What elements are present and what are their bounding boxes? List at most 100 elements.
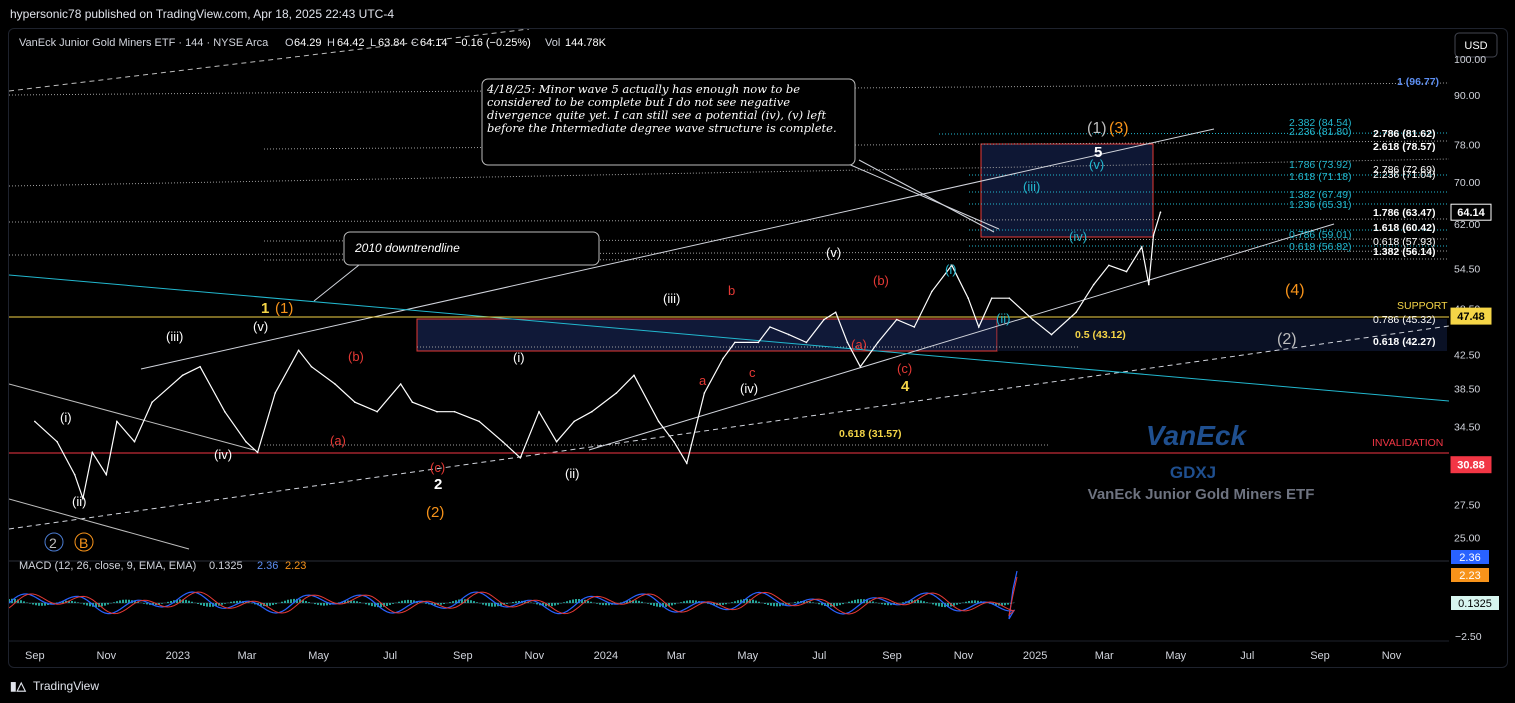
- time-tick: Nov: [97, 650, 117, 662]
- price-point: [376, 410, 379, 413]
- wave-label: a: [699, 373, 707, 388]
- wave-label: (v): [1089, 157, 1104, 172]
- fib-line: [9, 250, 1449, 256]
- support-label: SUPPORT: [1397, 300, 1448, 312]
- price-chart[interactable]: VanEck Junior Gold Miners ETF · 144 · NY…: [9, 29, 1507, 667]
- price-tick: 78.00: [1454, 140, 1480, 152]
- price-point: [686, 462, 688, 465]
- wave-label: (b): [873, 273, 889, 288]
- fib-line: [9, 218, 1449, 223]
- fib-level-label: 0.618 (31.57): [839, 428, 901, 440]
- drawings-layer: [9, 29, 1449, 550]
- ohlc-open-value: 64.29: [294, 37, 322, 49]
- price-point: [967, 297, 969, 300]
- fib-level-label: 0.618 (56.82): [1289, 241, 1351, 253]
- time-tick: Nov: [1382, 650, 1402, 662]
- fib-level-label: 0.786 (45.32): [1373, 314, 1435, 326]
- price-badge-box: [1450, 456, 1492, 474]
- time-tick: Mar: [667, 650, 686, 662]
- support-zone-box: [416, 318, 998, 352]
- price-point: [297, 349, 300, 352]
- price-point: [1125, 270, 1128, 273]
- publisher-bar: hypersonic78 published on TradingView.co…: [0, 0, 1515, 28]
- price-point: [555, 440, 558, 443]
- fib-level-label: 2.786 (81.62): [1373, 128, 1435, 140]
- price-point: [411, 401, 414, 404]
- time-tick: Nov: [525, 650, 545, 662]
- price-point: [1159, 211, 1162, 213]
- time-tick: Sep: [453, 650, 473, 662]
- price-point: [91, 451, 94, 454]
- price-point: [34, 420, 36, 423]
- wave-label: c: [749, 365, 756, 380]
- price-tick: 25.00: [1454, 533, 1480, 545]
- time-tick: Sep: [25, 650, 45, 662]
- price-badge: 30.88: [1457, 460, 1485, 472]
- currency-button[interactable]: USD: [1454, 32, 1498, 58]
- wave-label: 1: [261, 300, 269, 317]
- wave-label: 2: [434, 476, 442, 493]
- price-point: [224, 410, 226, 413]
- hist-badge: 0.1325: [1458, 598, 1492, 610]
- price-tick: 100.00: [1454, 54, 1486, 66]
- price-point: [436, 410, 438, 413]
- macd-badges: 2.36 2.23 0.1325 −2.50: [1451, 550, 1499, 643]
- analysis-note[interactable]: 4/18/25: Minor wave 5 actually has enoug…: [481, 78, 856, 166]
- price-tick: 38.50: [1454, 384, 1480, 396]
- time-tick: Mar: [238, 650, 257, 662]
- time-tick: Jul: [812, 650, 826, 662]
- price-point: [615, 392, 618, 394]
- price-point: [501, 440, 504, 443]
- ohlc-high-label: H: [327, 37, 335, 49]
- price-points: [34, 211, 1162, 500]
- watermark-name: VanEck Junior Gold Miners ETF: [1088, 486, 1315, 503]
- fib-level-labels: 1 (96.77) 2.382 (84.54) 2.236 (81.80) 2.…: [839, 76, 1448, 449]
- time-tick: 2024: [594, 650, 618, 662]
- downtrend-callout[interactable]: 2010 downtrendline: [343, 231, 600, 266]
- downtrend-callout-text: 2010 downtrendline: [354, 241, 460, 255]
- price-point: [1050, 333, 1053, 336]
- price-point: [757, 341, 760, 344]
- price-point: [951, 264, 953, 267]
- callout-pointer: [313, 264, 360, 302]
- fib-level-label: 1.618 (71.18): [1289, 171, 1351, 183]
- price-point: [734, 341, 736, 344]
- wave-label: (1): [1087, 120, 1107, 137]
- time-tick: Sep: [1310, 650, 1330, 662]
- ohlc-change: −0.16 (−0.25%): [455, 37, 531, 49]
- price-point: [105, 473, 108, 476]
- price-point: [877, 341, 879, 344]
- price-point: [478, 420, 481, 423]
- wave-label: (iii): [166, 329, 183, 344]
- macd-value: 2.36: [257, 560, 278, 572]
- time-axis[interactable]: Sep Nov 2023 Mar May Jul Sep Nov 2024 Mar May Jul Se…: [25, 650, 1402, 662]
- fib-level-label: 1.236 (65.31): [1289, 199, 1351, 211]
- wave-label: (iv): [740, 381, 758, 396]
- price-point: [859, 365, 862, 368]
- fib-level-label: 0.786 (59.01): [1289, 229, 1351, 241]
- wave-label: (b): [348, 349, 364, 364]
- fib-line: [263, 238, 1449, 242]
- price-point: [199, 365, 201, 368]
- wave-label: b: [728, 283, 735, 298]
- wave-label: (iii): [1023, 179, 1040, 194]
- price-badge-box: [1450, 307, 1492, 325]
- price-tick: 70.00: [1454, 177, 1480, 189]
- price-badge: 64.14: [1457, 207, 1485, 219]
- macd-histogram: [9, 570, 1018, 620]
- wave-label: B: [79, 535, 88, 551]
- time-tick: Jul: [1240, 650, 1254, 662]
- wave-label: (i): [945, 262, 957, 277]
- price-point: [453, 410, 456, 413]
- analysis-note-text: 4/18/25: Minor wave 5 actually has enoug…: [487, 83, 837, 135]
- price-point: [1141, 246, 1143, 248]
- price-point: [1152, 234, 1155, 236]
- price-point: [151, 401, 153, 404]
- price-point: [116, 420, 118, 423]
- chart-panel[interactable]: VanEck Junior Gold Miners ETF · 144 · NY…: [8, 28, 1508, 668]
- price-point: [591, 410, 593, 413]
- wave-label: (ii): [565, 466, 579, 481]
- price-tick: 90.00: [1454, 90, 1480, 102]
- wave-label: (2): [1277, 331, 1297, 348]
- price-point: [274, 392, 277, 394]
